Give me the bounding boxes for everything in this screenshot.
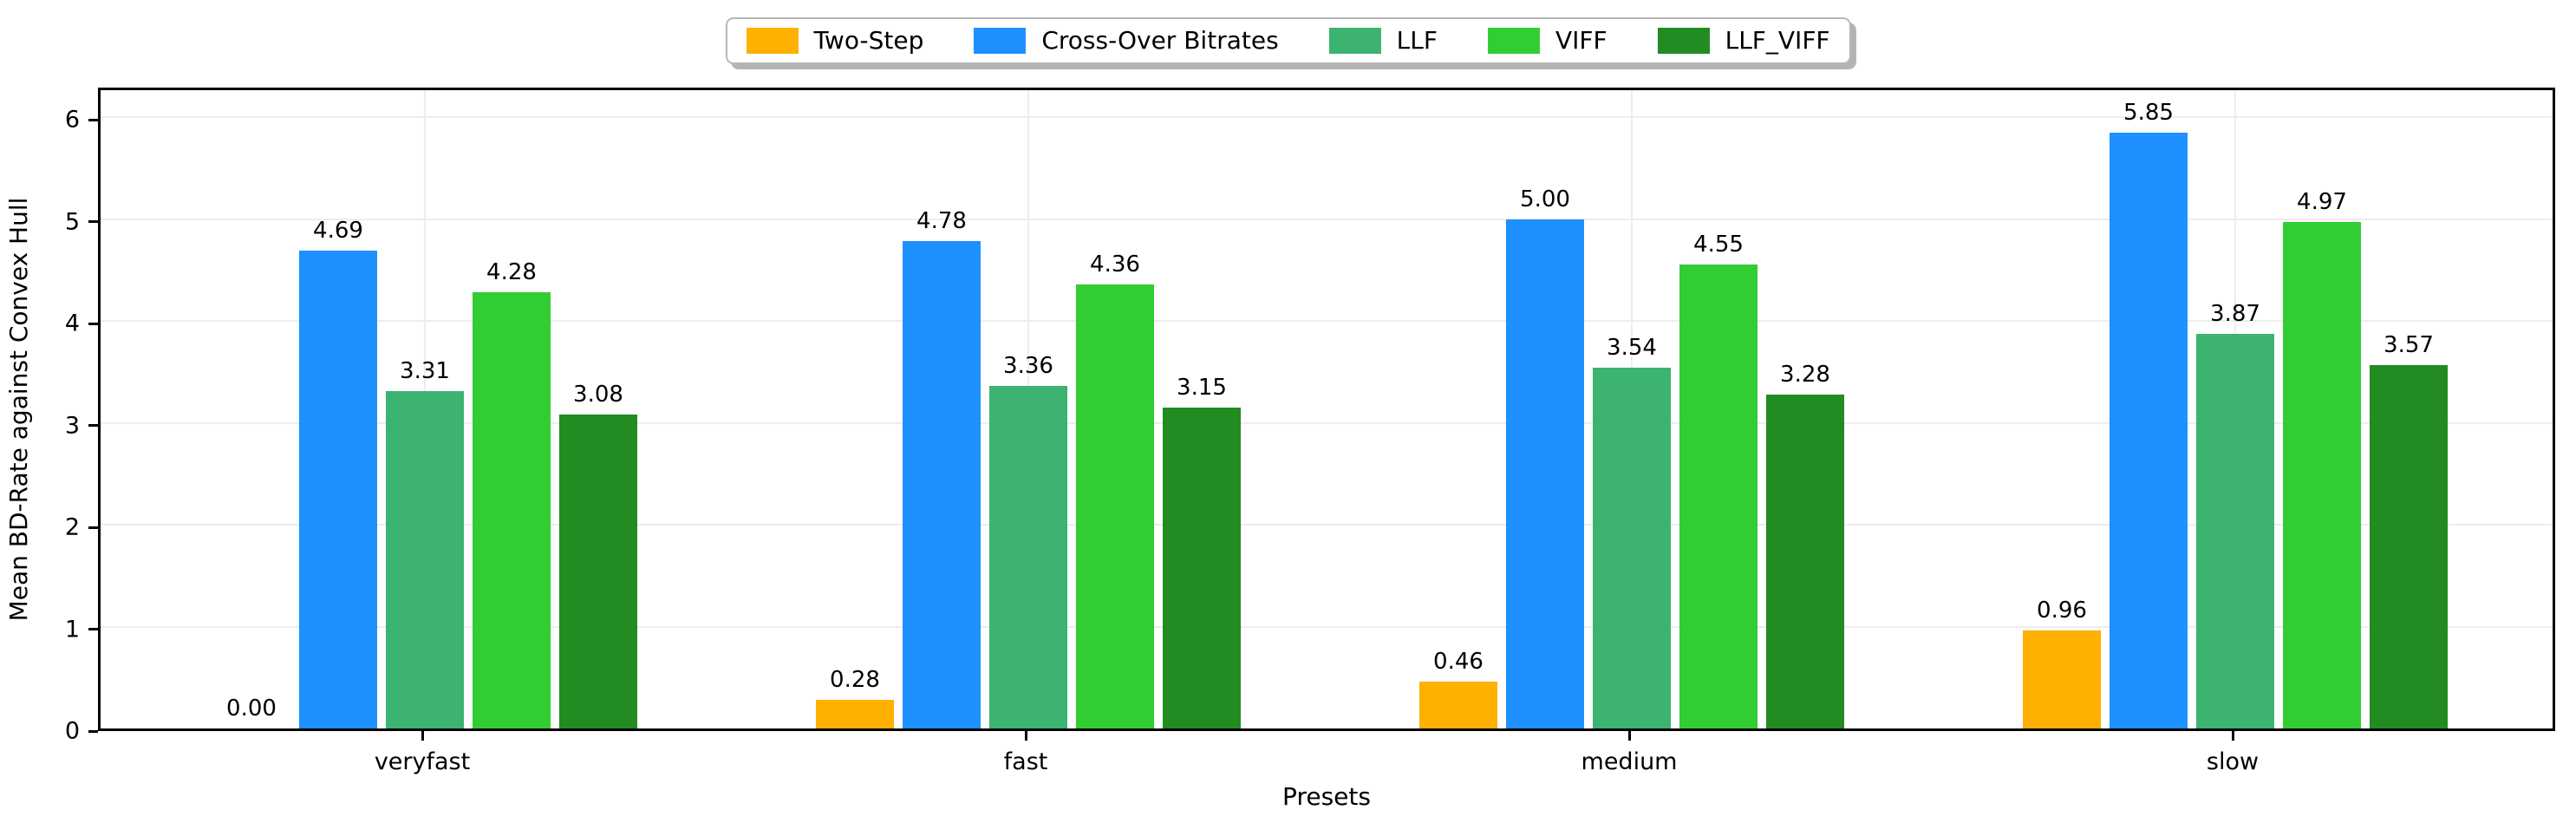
x-tick-label-fast: fast — [1003, 748, 1048, 775]
bar-value-label: 3.31 — [400, 358, 450, 385]
legend-swatch-cross-over-bitrates — [974, 28, 1027, 54]
bar-value-label: 0.00 — [226, 696, 277, 722]
bar-value-label: 0.46 — [1433, 648, 1484, 675]
bar-fast-llf — [989, 386, 1067, 728]
bar-fast-viff — [1076, 284, 1154, 728]
y-tick-mark — [88, 220, 98, 223]
legend: Two-Step Cross-Over Bitrates LLF VIFF LLF_VI… — [725, 17, 1851, 64]
gridline-horizontal — [101, 218, 2553, 220]
bar-value-label: 4.36 — [1090, 251, 1140, 278]
y-tick-mark — [88, 424, 98, 427]
x-tick-label-slow: slow — [2206, 748, 2260, 775]
bar-value-label: 3.36 — [1003, 353, 1053, 380]
y-tick-label: 5 — [64, 208, 80, 235]
bar-value-label: 5.85 — [2123, 99, 2174, 126]
bar-value-label: 4.55 — [1693, 232, 1744, 258]
legend-swatch-two-step — [746, 28, 799, 54]
y-tick-label: 1 — [64, 616, 80, 643]
bar-medium-two-step — [1419, 681, 1497, 728]
x-axis-label: Presets — [1282, 782, 1371, 811]
y-tick-mark — [88, 322, 98, 325]
bar-value-label: 3.08 — [573, 382, 623, 408]
bar-value-label: 5.00 — [1520, 186, 1570, 212]
y-tick-label: 2 — [64, 513, 80, 541]
gridline-horizontal — [101, 116, 2553, 119]
bar-veryfast-cross-over-bitrates — [299, 250, 377, 728]
gridline-horizontal — [101, 625, 2553, 628]
bar-medium-viff — [1679, 265, 1758, 728]
bar-slow-llf-viff — [2370, 364, 2448, 728]
bar-value-label: 3.28 — [1780, 361, 1830, 388]
bar-medium-llf-viff — [1766, 394, 1844, 728]
bar-value-label: 4.28 — [486, 259, 537, 286]
legend-label: LLF — [1396, 26, 1438, 55]
bar-value-label: 3.54 — [1607, 335, 1657, 362]
gridline-horizontal — [101, 421, 2553, 424]
legend-swatch-llf — [1328, 28, 1381, 54]
y-tick-mark — [88, 526, 98, 529]
bar-value-label: 4.78 — [916, 208, 967, 235]
bar-value-label: 0.96 — [2037, 598, 2087, 624]
x-tick-mark — [1024, 731, 1027, 741]
legend-item: VIFF — [1487, 26, 1608, 55]
x-tick-mark — [421, 731, 424, 741]
legend-swatch-viff — [1487, 28, 1540, 54]
y-tick-label: 0 — [64, 717, 80, 745]
x-tick-label-veryfast: veryfast — [374, 748, 471, 775]
bar-slow-viff — [2283, 222, 2361, 728]
x-tick-mark — [2231, 731, 2234, 741]
bar-veryfast-viff — [473, 292, 551, 728]
bar-value-label: 4.69 — [313, 217, 363, 244]
legend-label: Two-Step — [813, 26, 924, 55]
y-tick-label: 6 — [64, 106, 80, 134]
bar-medium-cross-over-bitrates — [1506, 219, 1584, 728]
bar-fast-cross-over-bitrates — [903, 241, 981, 728]
plot-area: 0.00 4.69 3.31 4.28 3.08 0.28 4.78 3.36 4.36 3.15… — [98, 88, 2555, 731]
gridline-horizontal — [101, 524, 2553, 526]
bar-slow-llf — [2196, 334, 2274, 728]
bar-fast-two-step — [816, 700, 894, 728]
bar-medium-llf — [1593, 368, 1671, 728]
legend-swatch-llf-viff — [1657, 28, 1710, 54]
legend-item: Cross-Over Bitrates — [974, 26, 1279, 55]
y-tick-mark — [88, 729, 98, 733]
bar-value-label: 3.87 — [2210, 301, 2260, 328]
legend-label: VIFF — [1555, 26, 1608, 55]
legend-item: LLF_VIFF — [1657, 26, 1830, 55]
bar-slow-two-step — [2023, 630, 2101, 728]
y-axis-label: Mean BD-Rate against Convex Hull — [4, 197, 33, 622]
y-tick-label: 4 — [64, 310, 80, 337]
y-tick-mark — [88, 628, 98, 630]
gridline-horizontal — [101, 320, 2553, 323]
legend-item: Two-Step — [746, 28, 923, 54]
bar-veryfast-llf — [386, 391, 464, 728]
bar-value-label: 3.57 — [2384, 331, 2434, 358]
legend-item: LLF — [1328, 26, 1438, 55]
y-tick-label: 3 — [64, 412, 80, 439]
legend-label: LLF_VIFF — [1725, 26, 1830, 55]
bar-fast-llf-viff — [1163, 407, 1241, 728]
legend-label: Cross-Over Bitrates — [1041, 26, 1279, 55]
bar-value-label: 3.15 — [1177, 374, 1227, 401]
y-tick-mark — [88, 118, 98, 121]
x-tick-label-medium: medium — [1581, 748, 1678, 775]
bar-slow-cross-over-bitrates — [2110, 132, 2188, 728]
bar-value-label: 4.97 — [2297, 189, 2347, 216]
bar-value-label: 0.28 — [830, 667, 880, 694]
x-tick-mark — [1627, 731, 1631, 741]
bar-veryfast-llf-viff — [559, 415, 637, 728]
